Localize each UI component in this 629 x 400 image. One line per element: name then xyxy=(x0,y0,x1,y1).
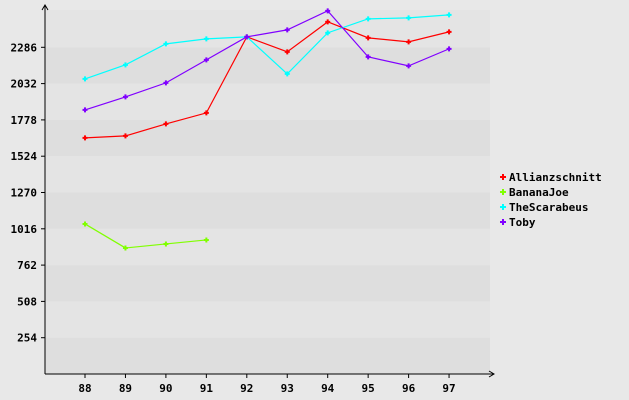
grid-band xyxy=(45,119,490,157)
series-line xyxy=(84,223,207,249)
legend-item: Toby xyxy=(500,216,536,229)
data-point xyxy=(203,237,209,243)
y-axis-arrow xyxy=(41,4,49,11)
y-tick-label: 1778 xyxy=(11,114,38,127)
data-point xyxy=(284,71,290,77)
grid-band xyxy=(45,47,490,84)
legend-marker xyxy=(500,189,506,195)
legend-marker xyxy=(500,174,506,180)
data-point xyxy=(446,46,452,52)
data-point xyxy=(163,121,169,127)
data-point xyxy=(446,12,452,18)
legend-label: BananaJoe xyxy=(509,186,569,199)
legend-marker xyxy=(500,204,506,210)
y-tick-label: 254 xyxy=(17,332,37,345)
grid-band xyxy=(45,301,490,338)
data-point xyxy=(406,15,412,21)
data-point xyxy=(122,62,128,68)
x-tick-label: 93 xyxy=(281,382,294,395)
y-tick-label: 1270 xyxy=(11,187,38,200)
data-point xyxy=(203,110,209,116)
legend-label: TheScarabeus xyxy=(509,201,588,214)
data-point xyxy=(122,133,128,139)
grid-band xyxy=(45,83,490,120)
data-point xyxy=(203,57,209,63)
x-tick-label: 92 xyxy=(240,382,253,395)
y-tick-label: 1524 xyxy=(11,150,38,163)
x-tick-label: 95 xyxy=(362,382,375,395)
legend-marker xyxy=(500,219,506,225)
data-point xyxy=(365,54,371,60)
series-allianzschnitt xyxy=(82,19,452,141)
legend-label: Allianzschnitt xyxy=(509,171,602,184)
data-point xyxy=(284,27,290,33)
data-point xyxy=(406,39,412,45)
legend-item: TheScarabeus xyxy=(500,201,588,214)
grid-band xyxy=(45,265,490,302)
grid-band xyxy=(45,156,490,193)
data-point xyxy=(82,76,88,82)
data-point xyxy=(163,241,169,247)
data-point xyxy=(203,36,209,42)
x-tick-label: 97 xyxy=(442,382,455,395)
series-line xyxy=(84,21,450,139)
x-axis-arrow xyxy=(488,370,495,378)
data-point xyxy=(365,35,371,41)
legend-item: BananaJoe xyxy=(500,186,569,199)
series-line xyxy=(84,10,450,111)
legend-label: Toby xyxy=(509,216,536,229)
grid-band xyxy=(45,192,490,229)
y-tick-label: 1016 xyxy=(11,223,38,236)
series-thescarabeus xyxy=(82,12,452,82)
series-line xyxy=(84,14,450,80)
data-point xyxy=(325,30,331,36)
grid-band xyxy=(45,10,490,48)
y-tick-label: 2286 xyxy=(11,41,38,54)
data-point xyxy=(365,16,371,22)
data-point xyxy=(325,8,331,14)
x-tick-label: 90 xyxy=(159,382,172,395)
data-point xyxy=(284,49,290,55)
data-point xyxy=(122,245,128,251)
series-toby xyxy=(82,8,452,113)
y-tick-label: 508 xyxy=(17,295,37,308)
x-tick-label: 94 xyxy=(321,382,335,395)
data-point xyxy=(82,135,88,141)
data-point xyxy=(163,41,169,47)
data-point xyxy=(325,19,331,25)
data-point xyxy=(82,221,88,227)
data-point xyxy=(406,63,412,69)
x-tick-label: 89 xyxy=(119,382,132,395)
data-point xyxy=(82,107,88,113)
x-tick-label: 91 xyxy=(200,382,214,395)
y-tick-label: 2032 xyxy=(11,78,38,91)
grid-band xyxy=(45,228,490,266)
data-point xyxy=(163,80,169,86)
x-tick-label: 88 xyxy=(78,382,91,395)
data-point xyxy=(244,34,250,40)
data-point xyxy=(122,94,128,100)
data-point xyxy=(446,29,452,35)
legend-item: Allianzschnitt xyxy=(500,171,602,184)
grid-band xyxy=(45,337,490,374)
y-tick-label: 762 xyxy=(17,259,37,272)
series-bananajoe xyxy=(82,221,209,251)
x-tick-label: 96 xyxy=(402,382,416,395)
